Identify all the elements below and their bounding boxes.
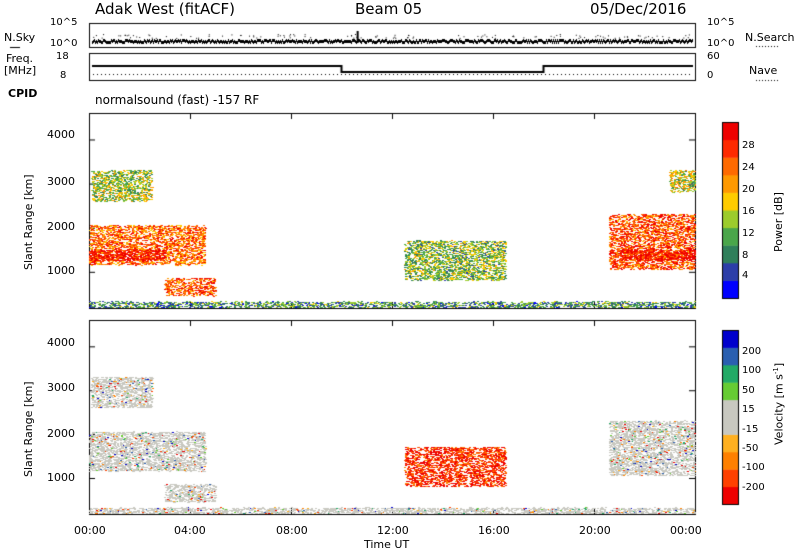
freq-tick-high: 18 — [56, 51, 69, 62]
cpid-label: CPID — [8, 87, 38, 100]
vel-cbar-tick-m50: -50 — [742, 443, 759, 454]
velocity-ytick-2000: 2000 — [47, 427, 75, 440]
power-ytick-2000: 2000 — [47, 220, 75, 233]
power-ytick-1000: 1000 — [47, 264, 75, 277]
velocity-ytick-1000: 1000 — [47, 471, 75, 484]
xtick-6: 00:00 — [670, 524, 702, 537]
xtick-1: 04:00 — [174, 524, 206, 537]
xtick-2: 08:00 — [276, 524, 308, 537]
velocity-ytick-4000: 4000 — [47, 336, 75, 349]
power-ytick-3000: 3000 — [47, 175, 75, 188]
power-cbar-tick-4: 4 — [742, 270, 749, 281]
power-cbar-tick-8: 8 — [742, 250, 749, 261]
power-cbar-tick-28: 28 — [742, 140, 755, 151]
power-ytick-4000: 4000 — [47, 128, 75, 141]
vel-cbar-tick-m100: -100 — [742, 462, 765, 473]
xtick-0: 00:00 — [74, 524, 106, 537]
nsky-tick-low: 10^0 — [50, 38, 78, 49]
vel-cbar-tick-m200: -200 — [742, 482, 765, 493]
vel-cbar-label-main: Velocity [m s — [772, 374, 786, 445]
nave-label: Nave — [749, 64, 778, 77]
vel-cbar-label: Velocity [m s-1] — [772, 363, 786, 445]
xtick-4: 16:00 — [478, 524, 510, 537]
xtick-3: 12:00 — [377, 524, 409, 537]
nsearch-tick-low: 10^0 — [707, 38, 735, 49]
nave-tick-high: 60 — [707, 51, 720, 62]
nsearch-label: N.Search — [745, 31, 795, 44]
velocity-ytick-3000: 3000 — [47, 381, 75, 394]
freq-label: Freq. — [6, 52, 34, 65]
power-ylabel: Slant Range [km] — [22, 174, 35, 270]
power-cbar-tick-16: 16 — [742, 206, 755, 217]
power-cbar-tick-20: 20 — [742, 184, 755, 195]
beam-title: Beam 05 — [355, 0, 423, 18]
xtick-5: 20:00 — [579, 524, 611, 537]
freq-tick-low: 8 — [60, 70, 67, 81]
power-cbar-tick-12: 12 — [742, 228, 755, 239]
vel-cbar-label-sup: -1 — [772, 367, 780, 375]
xlabel: Time UT — [364, 538, 410, 551]
date-title: 05/Dec/2016 — [590, 0, 687, 18]
vel-cbar-tick-200: 200 — [742, 346, 762, 357]
power-cbar-tick-24: 24 — [742, 162, 755, 173]
station-title: Adak West (fitACF) — [95, 0, 235, 18]
nsearch-tick-high: 10^5 — [707, 17, 735, 28]
cpid-text: normalsound (fast) -157 RF — [95, 93, 260, 107]
vel-cbar-tick-50: 50 — [742, 385, 755, 396]
velocity-ylabel: Slant Range [km] — [22, 381, 35, 477]
vel-cbar-tick-m15: -15 — [742, 424, 759, 435]
vel-cbar-tick-15: 15 — [742, 404, 755, 415]
nsky-label: N.Sky — [4, 31, 36, 44]
nsky-tick-high: 10^5 — [50, 17, 78, 28]
nave-tick-low: 0 — [707, 70, 714, 81]
vel-cbar-label-end: ] — [772, 362, 786, 368]
power-cbar-label: Power [dB] — [772, 192, 785, 252]
vel-cbar-tick-100: 100 — [742, 365, 762, 376]
freq-unit: [MHz] — [4, 64, 37, 77]
